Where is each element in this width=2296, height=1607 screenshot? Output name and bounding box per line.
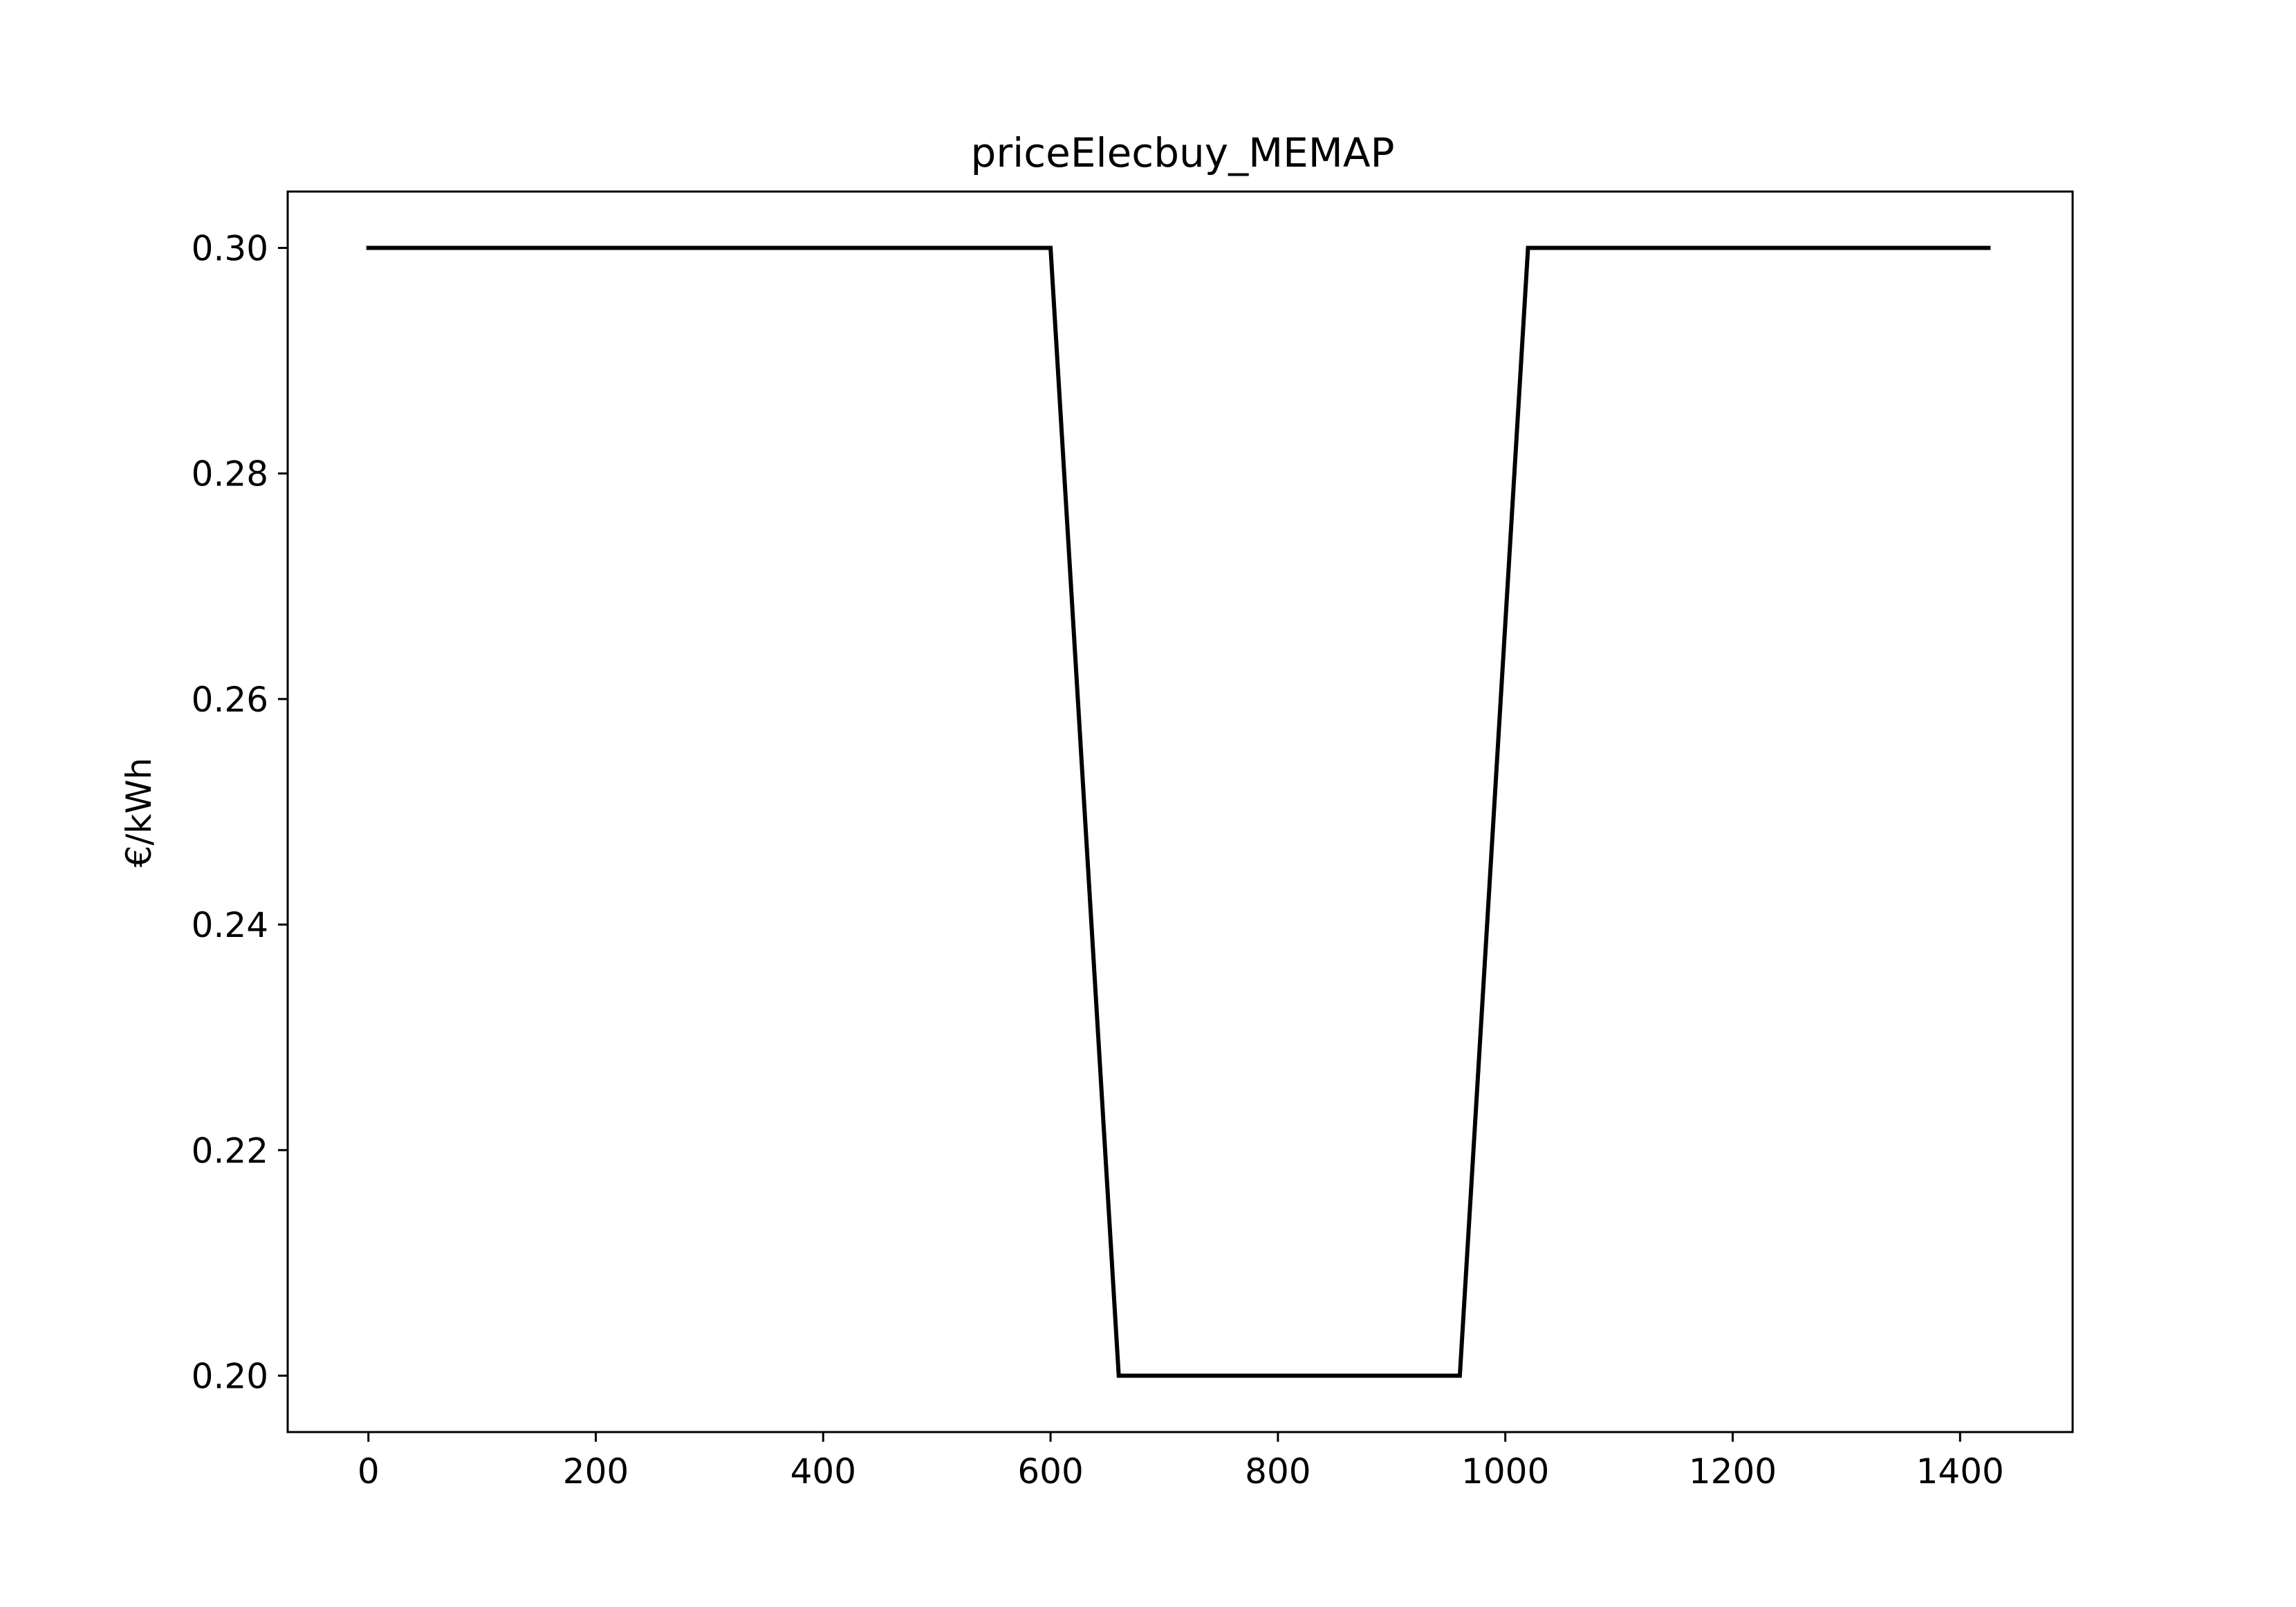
y-tick-label: 0.22 [192,1131,268,1171]
y-tick-label: 0.24 [192,905,268,945]
x-tick-label: 1400 [1916,1451,2004,1492]
x-tick-label: 0 [358,1451,380,1492]
y-tick-label: 0.30 [192,229,268,269]
x-tick-label: 800 [1245,1451,1311,1492]
series-line [366,245,1991,1378]
chart-title: priceElecbuy_MEMAP [971,129,1395,176]
y-tick-label: 0.28 [192,454,268,494]
x-tick-label: 1000 [1461,1451,1549,1492]
x-tick-label: 400 [790,1451,856,1492]
axes-frame [286,190,2074,1433]
x-tick-label: 600 [1017,1451,1083,1492]
plot-area: 0 200 400 600 800 1000 1200 1400 0.20 0.22 0.24 0.2… [192,190,2074,1492]
y-tick-label: 0.20 [192,1356,268,1396]
y-axis-label: €/kWh [119,758,159,868]
y-tick-label: 0.26 [192,680,268,720]
x-tick-label: 200 [563,1451,629,1492]
x-tick-label: 1200 [1689,1451,1777,1492]
